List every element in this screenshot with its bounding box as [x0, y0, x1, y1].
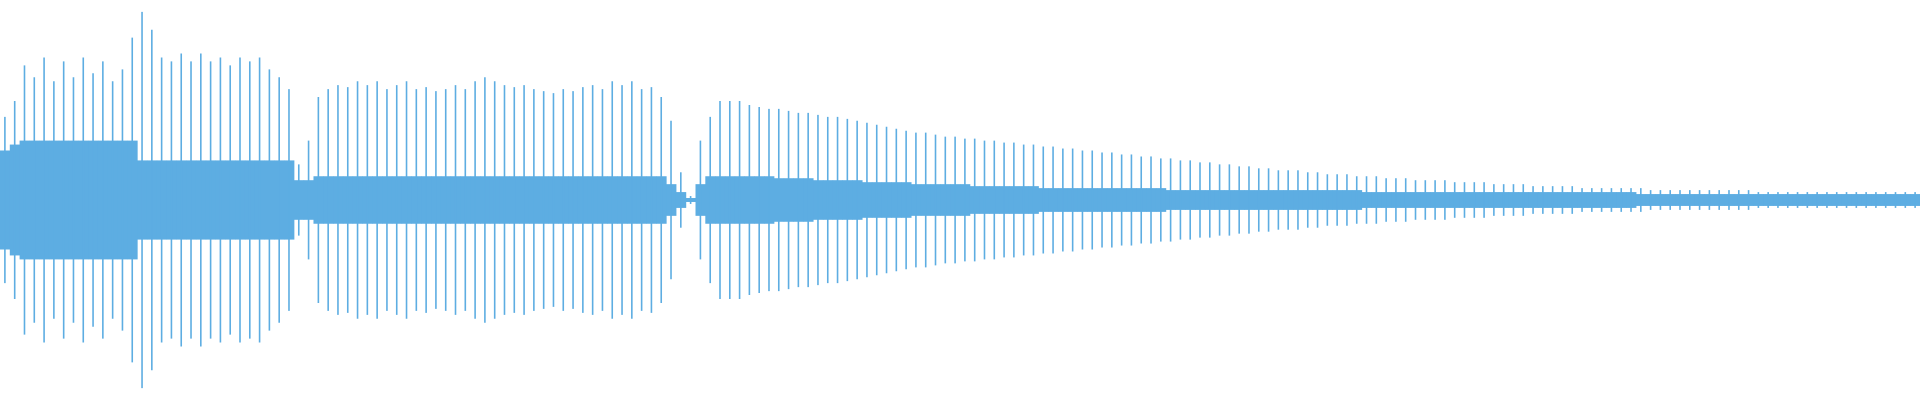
waveform-chart [0, 11, 1920, 389]
page: (() => { const data = JSON.parse(documen… [0, 11, 1920, 389]
